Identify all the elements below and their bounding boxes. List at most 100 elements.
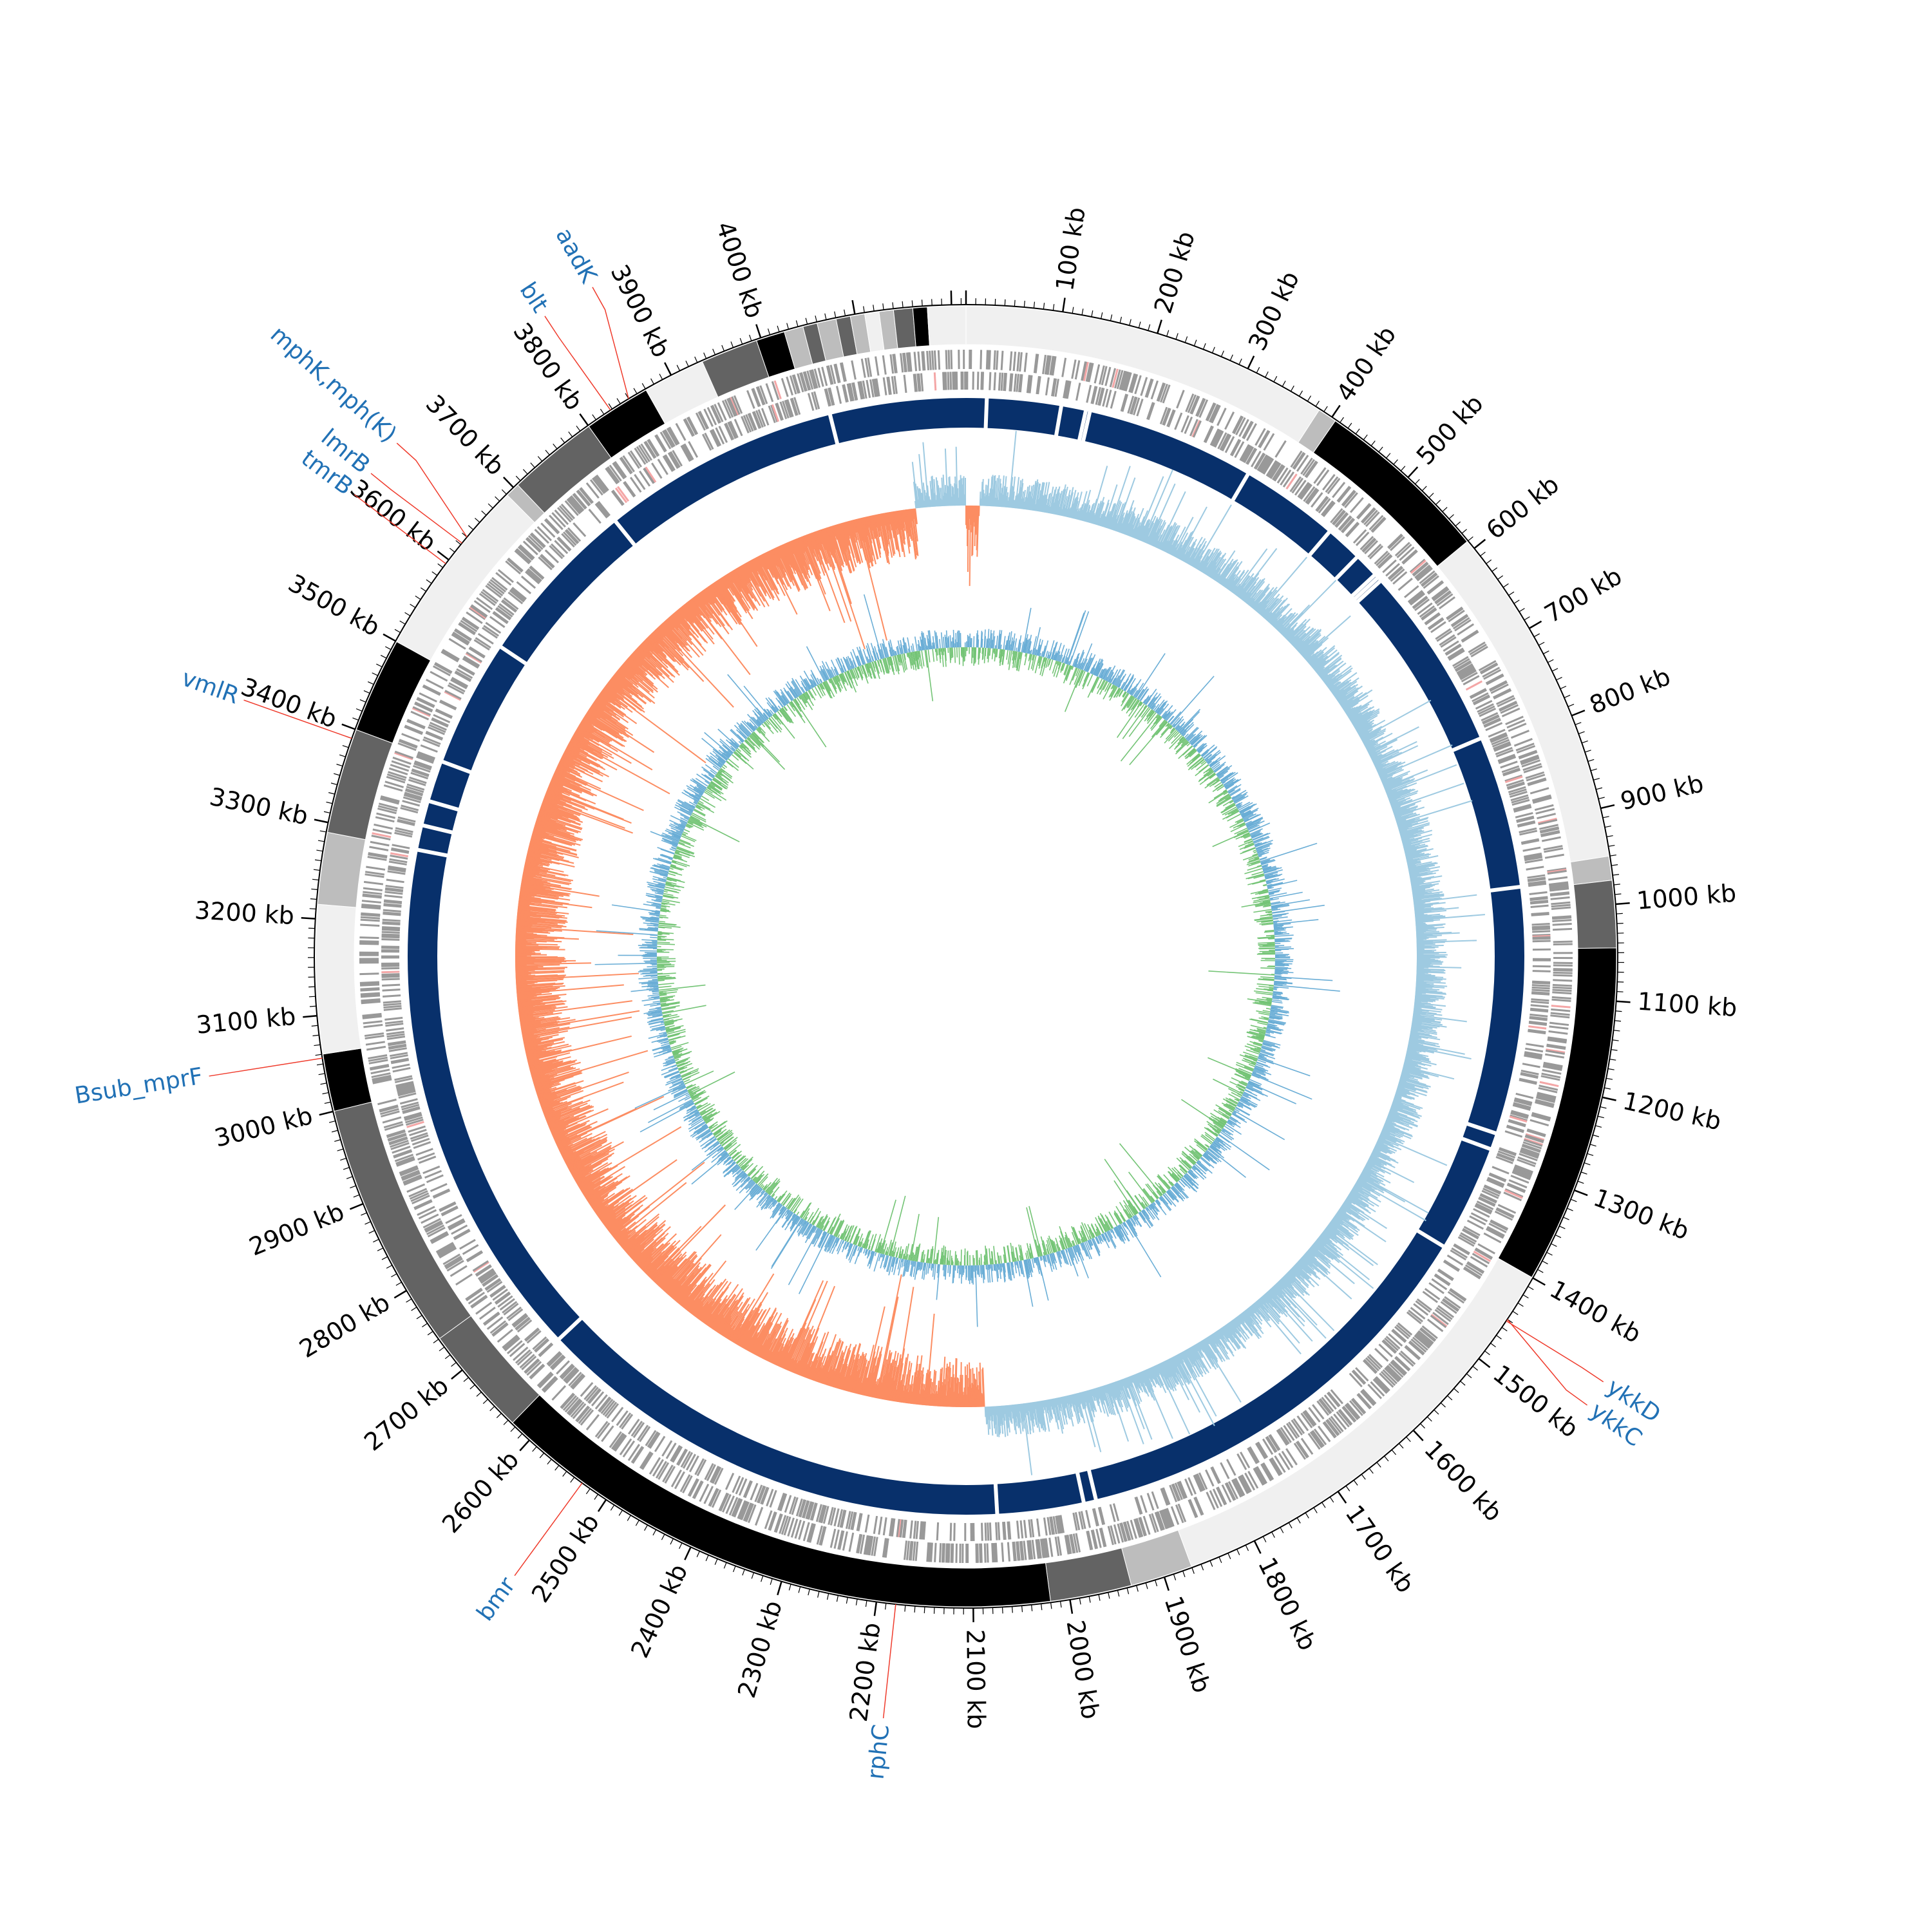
gc-content-bar: [1026, 491, 1030, 510]
cds-feature: [953, 1522, 956, 1541]
cds-feature: [1406, 1311, 1422, 1325]
cds-feature: [360, 918, 380, 922]
cds-feature: [1473, 1208, 1490, 1218]
kb-tick-label: 700 kb: [1540, 562, 1627, 629]
cds-feature: [361, 905, 381, 910]
cds-feature: [564, 1396, 579, 1413]
cds-feature: [873, 379, 878, 397]
cds-feature: [662, 430, 674, 448]
cds-feature: [366, 866, 386, 871]
cds-feature: [1552, 923, 1572, 926]
cds-feature: [414, 703, 433, 713]
cds-feature: [548, 1352, 563, 1367]
minor-tick: [824, 313, 827, 320]
cds-feature: [909, 1541, 914, 1561]
cds-feature: [1519, 829, 1538, 836]
gc-content-bar: [1150, 519, 1164, 546]
cds-feature: [1416, 566, 1432, 581]
cds-feature: [1099, 1506, 1106, 1525]
cds-feature: [848, 1532, 855, 1552]
cds-feature: [585, 1387, 599, 1402]
contig-segment: [893, 307, 916, 349]
cds-feature: [900, 1519, 904, 1538]
cds-feature: [946, 1543, 949, 1563]
cds-feature: [497, 1295, 513, 1308]
cds-feature: [1294, 480, 1307, 496]
cds-feature: [485, 1278, 502, 1291]
minor-tick: [1501, 1327, 1508, 1332]
cds-feature: [613, 1434, 627, 1452]
cds-feature: [1479, 662, 1498, 674]
minor-tick: [1589, 1144, 1596, 1147]
cds-feature: [761, 408, 770, 426]
cds-feature: [1398, 1352, 1414, 1367]
cds-feature: [828, 1507, 834, 1525]
cds-feature: [1477, 705, 1495, 715]
cds-feature: [382, 1116, 402, 1124]
cds-feature: [1098, 388, 1105, 406]
cds-feature: [594, 1394, 608, 1410]
cds-feature: [370, 1065, 390, 1071]
cds-feature: [1293, 1418, 1305, 1434]
cds-feature: [388, 1136, 408, 1144]
cds-feature: [486, 1281, 503, 1293]
cds-feature: [1419, 605, 1435, 618]
major-tick: [1163, 1577, 1170, 1591]
cds-feature: [381, 967, 400, 970]
cds-feature: [477, 1268, 494, 1280]
cds-feature: [1374, 1377, 1390, 1392]
cds-feature: [518, 545, 535, 560]
cds-feature: [784, 1495, 792, 1513]
cds-feature: [604, 1401, 618, 1417]
cds-feature: [1434, 1309, 1452, 1322]
minor-tick: [1519, 608, 1525, 612]
major-tick: [437, 550, 450, 561]
cds-feature: [734, 1499, 743, 1518]
cds-feature: [1486, 1227, 1504, 1238]
cds-feature: [1238, 1476, 1249, 1495]
cds-feature: [715, 427, 725, 445]
cds-feature: [1282, 471, 1295, 488]
cds-feature: [388, 767, 408, 775]
cds-feature: [1412, 562, 1428, 576]
cds-feature: [952, 372, 954, 390]
cds-feature: [1130, 397, 1138, 415]
cds-feature: [791, 374, 800, 394]
gc-content-bar: [1082, 503, 1088, 522]
cds-feature: [1504, 1189, 1523, 1199]
minor-tick: [570, 1477, 575, 1483]
cds-feature: [441, 650, 459, 661]
cds-feature: [1454, 1243, 1470, 1255]
cds-feature: [1367, 1383, 1383, 1399]
cds-feature: [1330, 508, 1343, 524]
backbone-gap: [1077, 408, 1088, 442]
gc-content-bar: [1057, 506, 1061, 515]
cds-feature: [1400, 1350, 1416, 1365]
cds-feature: [1245, 423, 1257, 441]
minor-tick: [377, 1247, 384, 1251]
cds-feature: [1361, 507, 1376, 523]
cds-feature: [1346, 1402, 1361, 1419]
gc-content-bar: [987, 478, 990, 506]
cds-feature: [748, 412, 757, 431]
cds-feature: [1495, 746, 1513, 755]
cds-feature: [1057, 1536, 1063, 1556]
cds-feature: [478, 592, 496, 607]
cds-feature: [386, 1129, 406, 1137]
cds-feature: [1401, 549, 1417, 564]
cds-feature: [1522, 846, 1541, 852]
cds-feature: [1515, 743, 1535, 752]
cds-feature: [491, 1322, 508, 1336]
cds-feature: [947, 372, 950, 390]
cds-feature: [1063, 380, 1068, 399]
cds-feature: [526, 1330, 542, 1344]
cds-feature: [790, 398, 797, 416]
cds-feature: [551, 1355, 565, 1370]
minor-tick: [1517, 1302, 1524, 1307]
cds-feature: [1486, 1226, 1505, 1237]
cds-feature: [1526, 773, 1546, 782]
cds-feature: [435, 709, 453, 719]
cds-feature: [1448, 609, 1465, 623]
cds-feature: [1071, 359, 1077, 379]
cds-feature: [361, 994, 381, 998]
